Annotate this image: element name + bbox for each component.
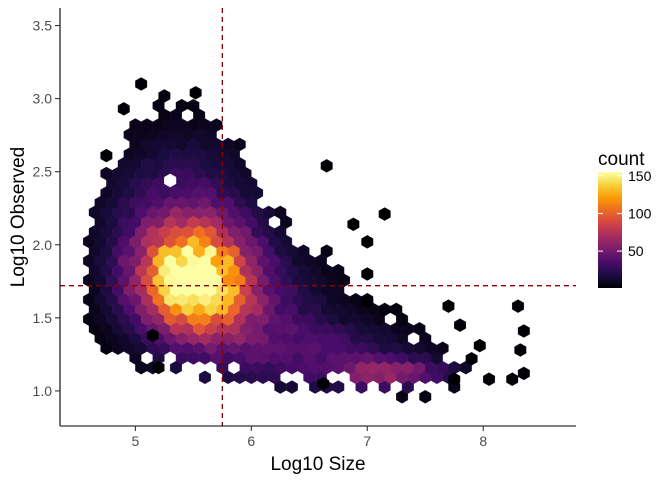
- y-tick-label: 3.5: [33, 18, 53, 34]
- hex-bin-outlier: [361, 267, 374, 281]
- legend-colorbar: [598, 172, 622, 288]
- y-tick-label: 1.0: [33, 383, 53, 399]
- hex-bin: [233, 137, 246, 152]
- hex-bin: [320, 244, 333, 258]
- hex-bin-outlier: [465, 352, 478, 366]
- hex-bin-outlier: [189, 86, 202, 100]
- hex-bin: [419, 390, 432, 404]
- hex-bin-outlier: [483, 372, 495, 386]
- legend-label: 50: [628, 243, 644, 259]
- x-axis-title: Log10 Size: [270, 454, 365, 475]
- hex-bin: [390, 302, 403, 317]
- y-tick-label: 2.5: [33, 164, 53, 180]
- color-legend: count 150 100 50: [598, 149, 652, 288]
- x-tick-label: 8: [479, 433, 487, 449]
- hex-bin-outlier: [152, 360, 165, 375]
- hex-bin-outlier: [454, 318, 466, 332]
- hex-bin-outlier: [517, 324, 530, 338]
- hex-bin-outlier: [448, 372, 461, 386]
- hex-bin-outlier: [442, 299, 455, 313]
- hex-bin: [187, 98, 200, 113]
- hex-bin-outlier: [514, 343, 527, 357]
- hex-bin-outlier: [512, 299, 524, 313]
- hex-bin: [332, 263, 345, 278]
- hex-bin-outlier: [146, 328, 159, 343]
- x-tick-label: 5: [131, 433, 139, 449]
- axes: 5 6 7 8 1.0 1.5 2.0 2.5 3.0 3.5: [33, 8, 576, 449]
- hex-bin-outlier: [100, 148, 113, 163]
- hexbin-layer: [83, 77, 530, 404]
- legend-title: count: [598, 149, 645, 170]
- hex-bin: [199, 370, 211, 385]
- hex-bin: [274, 205, 287, 220]
- hex-bin-outlier: [135, 77, 148, 91]
- y-tick-label: 3.0: [33, 91, 53, 107]
- hex-bin: [210, 118, 223, 132]
- hex-bin-outlier: [378, 207, 391, 221]
- hex-bin-outlier: [473, 338, 486, 353]
- hex-bin: [158, 89, 171, 103]
- y-axis-title: Log10 Observed: [8, 147, 29, 288]
- hex-bin-outlier: [320, 159, 333, 173]
- hex-bin-outlier: [117, 102, 130, 116]
- hex-bin-outlier: [361, 235, 374, 249]
- hex-bin-gap: [164, 173, 177, 188]
- y-tick-label: 1.5: [33, 310, 53, 326]
- hex-bin-outlier: [317, 376, 330, 391]
- hex-bin-outlier: [347, 217, 360, 232]
- hex-bin-outlier: [361, 295, 374, 309]
- x-tick-label: 7: [363, 433, 371, 449]
- hex-bin: [413, 322, 426, 336]
- hex-bin-outlier: [517, 366, 530, 381]
- legend-label: 150: [628, 168, 652, 184]
- hex-bin: [332, 380, 345, 394]
- hex-bin: [297, 244, 310, 258]
- y-tick-label: 2.0: [33, 237, 53, 253]
- x-tick-label: 6: [247, 433, 255, 449]
- legend-label: 100: [628, 205, 652, 221]
- hex-bin: [285, 380, 298, 394]
- hex-bin: [436, 341, 449, 355]
- hex-bin-outlier: [506, 372, 519, 386]
